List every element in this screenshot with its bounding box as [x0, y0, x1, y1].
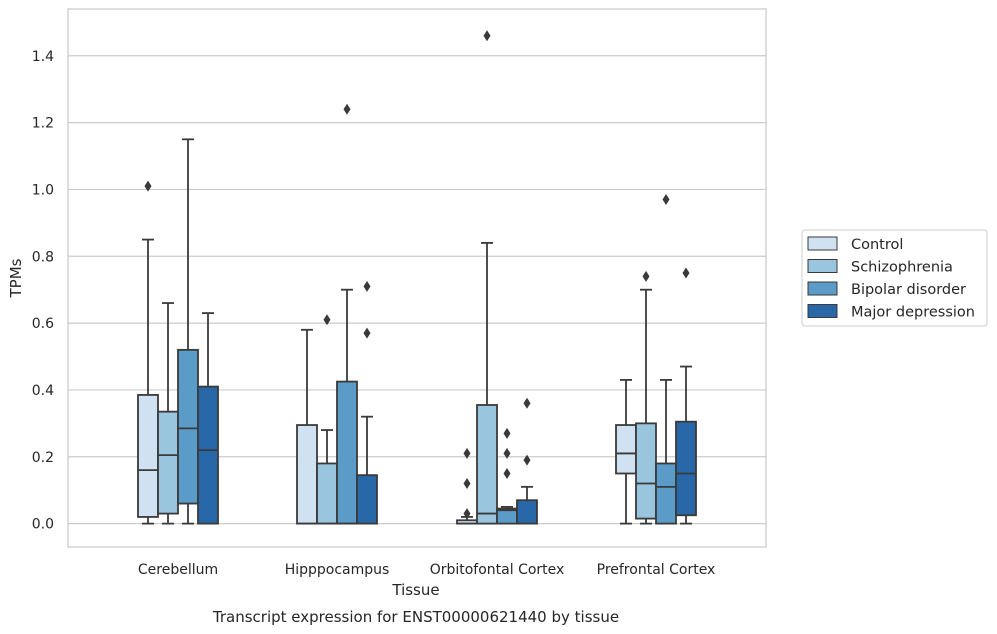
- series-major-depression: [197, 267, 697, 525]
- outlier-point: [144, 180, 152, 192]
- box-iqr: [516, 499, 538, 525]
- outlier-point: [523, 397, 531, 409]
- series-schizophrenia: [157, 30, 657, 525]
- legend: Control Schizophrenia Bipolar disorder Majo…: [801, 229, 988, 327]
- y-axis-label: TPMs: [7, 258, 25, 298]
- box-iqr: [197, 385, 219, 525]
- legend-swatch: [807, 259, 838, 273]
- x-tick-label: Prefrontal Cortex: [597, 562, 716, 578]
- outlier-point: [483, 30, 491, 42]
- outlier-point: [682, 267, 690, 279]
- legend-swatch: [807, 281, 838, 296]
- box-iqr: [316, 462, 338, 525]
- box-iqr: [177, 348, 199, 505]
- x-tick-label: Orbitofontal Cortex: [430, 562, 565, 578]
- legend-frame: [801, 229, 988, 327]
- box-iqr: [157, 410, 179, 515]
- y-tick-label: 1.2: [32, 116, 54, 132]
- outlier-point: [363, 327, 371, 339]
- y-tick-label: 0.2: [32, 450, 54, 466]
- series-control: [137, 180, 637, 525]
- legend-label: Control: [851, 237, 903, 253]
- legend-label: Schizophrenia: [851, 260, 953, 276]
- outlier-point: [463, 478, 471, 490]
- box-iqr: [655, 462, 677, 525]
- legend-swatch: [807, 236, 838, 251]
- legend-label: Major depression: [851, 305, 975, 321]
- box-series: [137, 30, 697, 525]
- outlier-point: [463, 508, 471, 520]
- box-iqr: [615, 424, 637, 475]
- outlier-point: [363, 280, 371, 292]
- outlier-point: [463, 447, 471, 459]
- box-iqr: [675, 420, 697, 517]
- legend-swatch: [807, 304, 838, 318]
- outlier-point: [323, 314, 331, 326]
- outlier-point: [662, 193, 670, 205]
- box-iqr: [336, 380, 358, 525]
- outlier-point: [503, 447, 511, 459]
- box-iqr: [356, 474, 378, 525]
- y-tick-label: 0.4: [32, 383, 54, 399]
- figure-caption: Transcript expression for ENST0000062144…: [212, 608, 619, 626]
- x-tick-label: Hipppocampus: [285, 562, 390, 578]
- legend-label: Bipolar disorder: [851, 282, 966, 298]
- outlier-point: [642, 270, 650, 282]
- box-iqr: [476, 404, 498, 525]
- outlier-point: [503, 467, 511, 479]
- y-tick-label: 1.0: [32, 182, 54, 198]
- box-iqr: [296, 424, 318, 525]
- y-tick-label: 1.4: [32, 49, 54, 65]
- box-iqr: [137, 394, 159, 518]
- x-axis-label: Tissue: [391, 581, 439, 599]
- y-tick-label: 0.8: [32, 249, 54, 265]
- y-axis-ticks: 0.0 0.2 0.4 0.6 0.8 1.0 1.2 1.4: [32, 49, 54, 533]
- plot-frame: [67, 8, 767, 548]
- box-iqr: [635, 422, 657, 520]
- x-tick-label: Cerebellum: [138, 562, 218, 578]
- series-bipolar-disorder: [177, 103, 677, 525]
- x-axis-ticks: Cerebellum Hipppocampus Orbitofontal Corte…: [138, 562, 715, 578]
- y-tick-label: 0.0: [32, 517, 54, 533]
- y-tick-label: 0.6: [32, 316, 54, 332]
- outlier-point: [523, 454, 531, 466]
- outlier-point: [503, 427, 511, 439]
- outlier-point: [343, 103, 351, 115]
